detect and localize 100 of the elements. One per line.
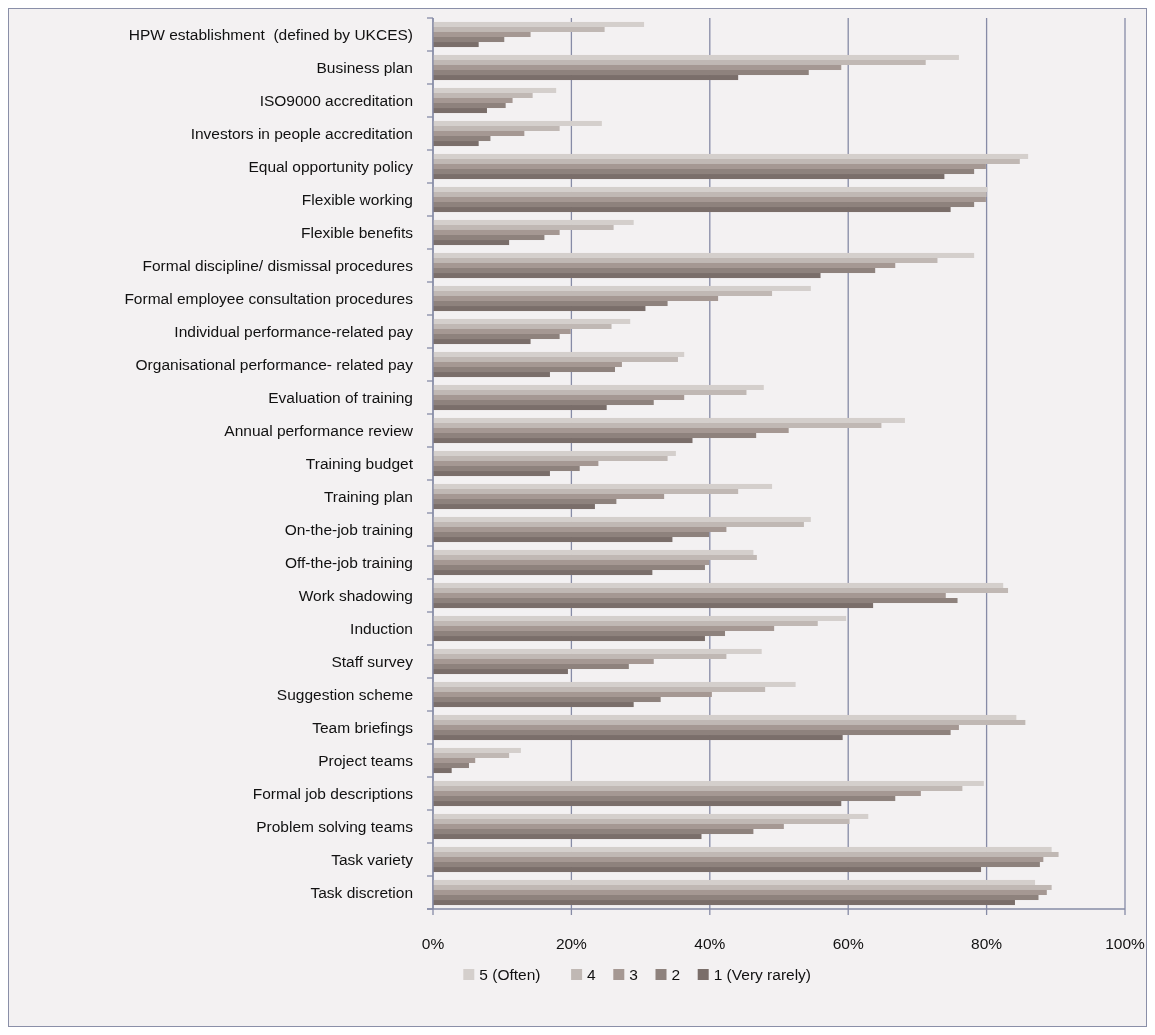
bar — [433, 526, 727, 533]
bar — [433, 417, 905, 423]
bar — [433, 549, 754, 555]
bar — [433, 598, 958, 604]
bar — [433, 136, 491, 142]
y-tick-label: Formal discipline/ dismissal procedures — [142, 256, 414, 274]
x-tick-label: 0% — [421, 935, 445, 952]
bar — [433, 367, 615, 373]
bar — [433, 318, 631, 324]
bar — [433, 37, 505, 43]
y-tick-label: Flexible benefits — [300, 223, 414, 241]
bar — [433, 427, 789, 434]
bar — [433, 240, 510, 246]
y-tick-label: Business plan — [316, 58, 413, 76]
bar — [433, 483, 773, 489]
x-tick-label: 20% — [555, 935, 588, 952]
bar — [433, 108, 487, 114]
bar — [433, 747, 521, 753]
legend-label: 2 — [671, 966, 681, 984]
bar — [433, 801, 842, 807]
bar — [433, 405, 607, 411]
bar — [433, 862, 1040, 868]
bar — [433, 64, 842, 71]
bar — [433, 389, 747, 395]
bar — [433, 691, 712, 698]
bar — [433, 658, 654, 665]
bar — [433, 730, 951, 736]
bar — [433, 879, 1036, 885]
bar — [433, 97, 513, 104]
bar — [433, 592, 946, 599]
bar — [433, 158, 1020, 164]
bar — [433, 235, 545, 241]
bar — [433, 735, 843, 741]
y-tick-label: Equal opportunity policy — [248, 157, 414, 175]
x-tick-label: 100% — [1105, 935, 1146, 952]
bar — [433, 87, 557, 93]
bar — [433, 219, 634, 225]
bar — [433, 103, 506, 109]
bar — [433, 163, 986, 170]
bar — [433, 834, 702, 840]
bar — [433, 856, 1044, 863]
bar — [433, 26, 605, 32]
bar — [433, 867, 982, 873]
bar — [433, 290, 773, 296]
bar — [433, 141, 479, 147]
bar — [433, 191, 987, 197]
bar — [433, 42, 479, 48]
legend-label: 5 (Often) — [479, 966, 541, 984]
bar — [433, 785, 963, 791]
bar — [433, 719, 1026, 725]
bar — [433, 521, 804, 527]
bar — [433, 301, 668, 307]
bar — [433, 532, 710, 538]
bar — [433, 884, 1052, 890]
bar — [433, 285, 811, 291]
bar — [433, 471, 550, 477]
y-tick-label: HPW establishment (defined by UKCES) — [128, 25, 413, 43]
bar — [433, 372, 550, 378]
bar — [433, 559, 710, 566]
bar — [433, 202, 975, 208]
bar — [433, 714, 1017, 720]
y-tick-label: Individual performance-related pay — [174, 322, 414, 340]
y-tick-label: Formal employee consultation procedures — [124, 289, 414, 307]
bar — [433, 422, 882, 428]
legend-label: 3 — [629, 966, 638, 984]
bar — [433, 818, 850, 824]
bar — [433, 516, 811, 522]
bar — [433, 92, 533, 98]
bar — [433, 196, 986, 203]
bar — [433, 125, 560, 131]
bar — [433, 252, 975, 258]
bar — [433, 664, 629, 670]
bar — [433, 351, 685, 357]
y-tick-label: Staff survey — [331, 652, 414, 670]
bar — [433, 433, 757, 439]
y-tick-label: Annual performance review — [224, 421, 414, 439]
bar — [433, 752, 510, 758]
y-tick-label: Task discretion — [310, 883, 413, 901]
bar — [433, 339, 531, 345]
bar — [433, 823, 784, 830]
bar — [433, 488, 739, 494]
bar — [433, 620, 818, 626]
bar — [433, 120, 602, 126]
bar — [433, 21, 645, 27]
bar — [433, 686, 766, 692]
bar — [433, 328, 571, 335]
bar — [433, 889, 1047, 896]
bar — [433, 493, 665, 500]
y-tick-label: Suggestion scheme — [276, 685, 413, 703]
y-tick-label: Organisational performance- related pay — [135, 355, 414, 373]
bar — [433, 757, 476, 764]
bar — [433, 334, 560, 340]
bar — [433, 186, 988, 192]
bar — [433, 829, 754, 835]
bar — [433, 636, 705, 642]
bar — [433, 394, 685, 401]
bar — [433, 537, 673, 543]
bar — [433, 653, 727, 659]
bar — [433, 257, 938, 263]
x-tick-label: 40% — [694, 935, 726, 952]
